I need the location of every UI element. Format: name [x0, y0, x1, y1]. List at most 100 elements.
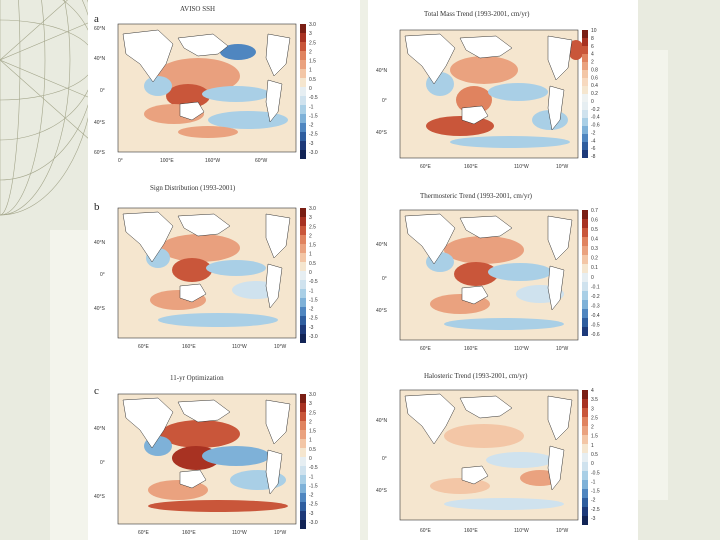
colorbar-tick: -0.6: [591, 332, 600, 338]
colorbar-tick: 0: [309, 456, 312, 462]
colorbar-tick: -3: [309, 325, 314, 331]
lon-tick: 60°E: [138, 344, 150, 350]
colorbar-tick: -0.1: [591, 284, 600, 290]
panel-label: b: [94, 201, 100, 213]
lon-tick: 60°E: [138, 530, 150, 536]
lat-tick: 60°N: [94, 26, 106, 32]
colorbar-tick: -3: [309, 511, 314, 517]
colorbar-tick: 0.7: [591, 208, 598, 214]
colorbar-tick: -0.4: [591, 115, 600, 121]
colorbar-tick: 2: [309, 233, 312, 239]
colorbar-tick: 0.4: [591, 83, 598, 89]
lon-tick: 110°W: [232, 344, 247, 350]
colorbar-tick: 2: [309, 49, 312, 55]
colorbar-tick: 0.2: [591, 91, 598, 97]
colorbar-tick: 2.5: [591, 415, 598, 421]
colorbar-tick: -1.5: [309, 483, 318, 489]
colorbar-ticks: 3.0 3 2.5 2 1.5 1 0.5 0 -0.5 -1 -1.5 -2 -2.5 -3 -3.0: [309, 206, 318, 340]
lat-tick: 40°S: [94, 306, 106, 312]
colorbar-tick: 0.4: [591, 237, 598, 243]
lon-tick: 60°W: [255, 158, 268, 164]
colorbar-tick: -8: [591, 154, 596, 160]
colorbar-tick: -4: [591, 138, 596, 144]
lat-labels: 40°N 0° 40°S: [94, 240, 106, 312]
lat-tick: 0°: [382, 456, 387, 462]
colorbar-tick: 1: [309, 252, 312, 258]
lon-tick: 160°E: [182, 530, 196, 536]
colorbar-tick: 0: [309, 86, 312, 92]
colorbar-tick: -2.5: [309, 132, 318, 138]
lat-tick: 40°N: [94, 240, 106, 246]
map-panel-d: Total Mass Trend (1993-2001, cm/yr) 40°N…: [376, 10, 600, 170]
colorbar-tick: 0: [591, 275, 594, 281]
colorbar-tick: 2.5: [309, 224, 316, 230]
colorbar-tick: 8: [591, 36, 594, 42]
lon-tick: 60°E: [420, 164, 432, 170]
colorbar-tick: -0.5: [591, 322, 600, 328]
lon-labels: 60°E 160°E 110°W 10°W: [420, 164, 569, 170]
panel-label: a: [94, 13, 99, 25]
colorbar: [300, 208, 306, 343]
lat-tick: 40°N: [376, 418, 388, 424]
map-area: [117, 207, 297, 339]
colorbar-tick: 3: [309, 31, 312, 37]
map-panel-e: Thermosteric Trend (1993-2001, cm/yr) 40…: [376, 192, 600, 352]
lon-tick: 160°E: [464, 528, 478, 534]
colorbar-tick: 0.6: [591, 218, 598, 224]
lat-labels: 40°N 0° 40°S: [376, 418, 388, 494]
colorbar-tick: 0.5: [309, 77, 316, 83]
lon-tick: 10°W: [556, 164, 569, 170]
lon-labels: 60°E 160°E 110°W 10°W: [420, 528, 569, 534]
colorbar-tick: 0.5: [591, 227, 598, 233]
colorbar-tick: -1: [309, 104, 314, 110]
colorbar-tick: -1.5: [591, 489, 600, 495]
colorbar-tick: -3.0: [309, 334, 318, 340]
lon-tick: 110°W: [514, 164, 529, 170]
colorbar-tick: 3.5: [591, 397, 598, 403]
colorbar-tick: -3: [591, 516, 596, 522]
map-area: [117, 393, 297, 525]
colorbar-tick: -2.5: [591, 507, 600, 513]
lat-labels: 60°N 40°N 0° 40°S 60°S: [94, 26, 106, 156]
colorbar-tick: 3.0: [309, 206, 316, 212]
lon-tick: 110°W: [514, 346, 529, 352]
lat-tick: 60°S: [94, 150, 106, 156]
panel-label: c: [94, 385, 99, 397]
colorbar-tick: -0.2: [591, 294, 600, 300]
lat-tick: 40°S: [94, 494, 106, 500]
map-area: [399, 389, 579, 521]
lon-tick: 110°W: [514, 528, 529, 534]
colorbar-tick: 0.5: [309, 447, 316, 453]
panel-title: Sign Distribution (1993-2001): [150, 184, 236, 192]
colorbar-tick: -2.5: [309, 316, 318, 322]
lon-tick: 160°W: [205, 158, 220, 164]
colorbar-tick: 0.1: [591, 265, 598, 271]
colorbar-tick: -1.5: [309, 297, 318, 303]
colorbar-tick: 0.5: [591, 452, 598, 458]
colorbar-tick: -0.5: [309, 465, 318, 471]
panel-title: Thermosteric Trend (1993-2001, cm/yr): [420, 192, 533, 200]
lon-tick: 60°E: [420, 346, 432, 352]
colorbar-tick: -0.5: [591, 470, 600, 476]
colorbar-tick: 4: [591, 388, 594, 394]
colorbar-tick: -0.5: [309, 95, 318, 101]
lon-tick: 160°E: [464, 164, 478, 170]
colorbar-tick: 0.8: [591, 67, 598, 73]
colorbar: [300, 394, 306, 529]
colorbar: [582, 30, 588, 158]
colorbar-tick: 3.0: [309, 392, 316, 398]
map-area: [117, 23, 297, 153]
lat-tick: 40°N: [376, 242, 388, 248]
lat-tick: 40°N: [94, 426, 106, 432]
colorbar-tick: -3.0: [309, 150, 318, 156]
lat-tick: 0°: [382, 276, 387, 282]
colorbar-tick: -0.4: [591, 313, 600, 319]
lon-tick: 110°W: [232, 530, 247, 536]
colorbar-tick: -6: [591, 146, 596, 152]
colorbar-ticks: 10 8 6 4 20.8 0.6 0.4 0.2 0 -0.2 -0.4 -0.6-2 -4 -6 -8: [591, 28, 600, 160]
lon-labels: 60°E 160°E 110°W 10°W: [138, 344, 287, 350]
lon-tick: 100°E: [160, 158, 174, 164]
lat-tick: 40°N: [94, 56, 106, 62]
colorbar-tick: -2: [309, 307, 314, 313]
colorbar-tick: 2: [591, 60, 594, 66]
